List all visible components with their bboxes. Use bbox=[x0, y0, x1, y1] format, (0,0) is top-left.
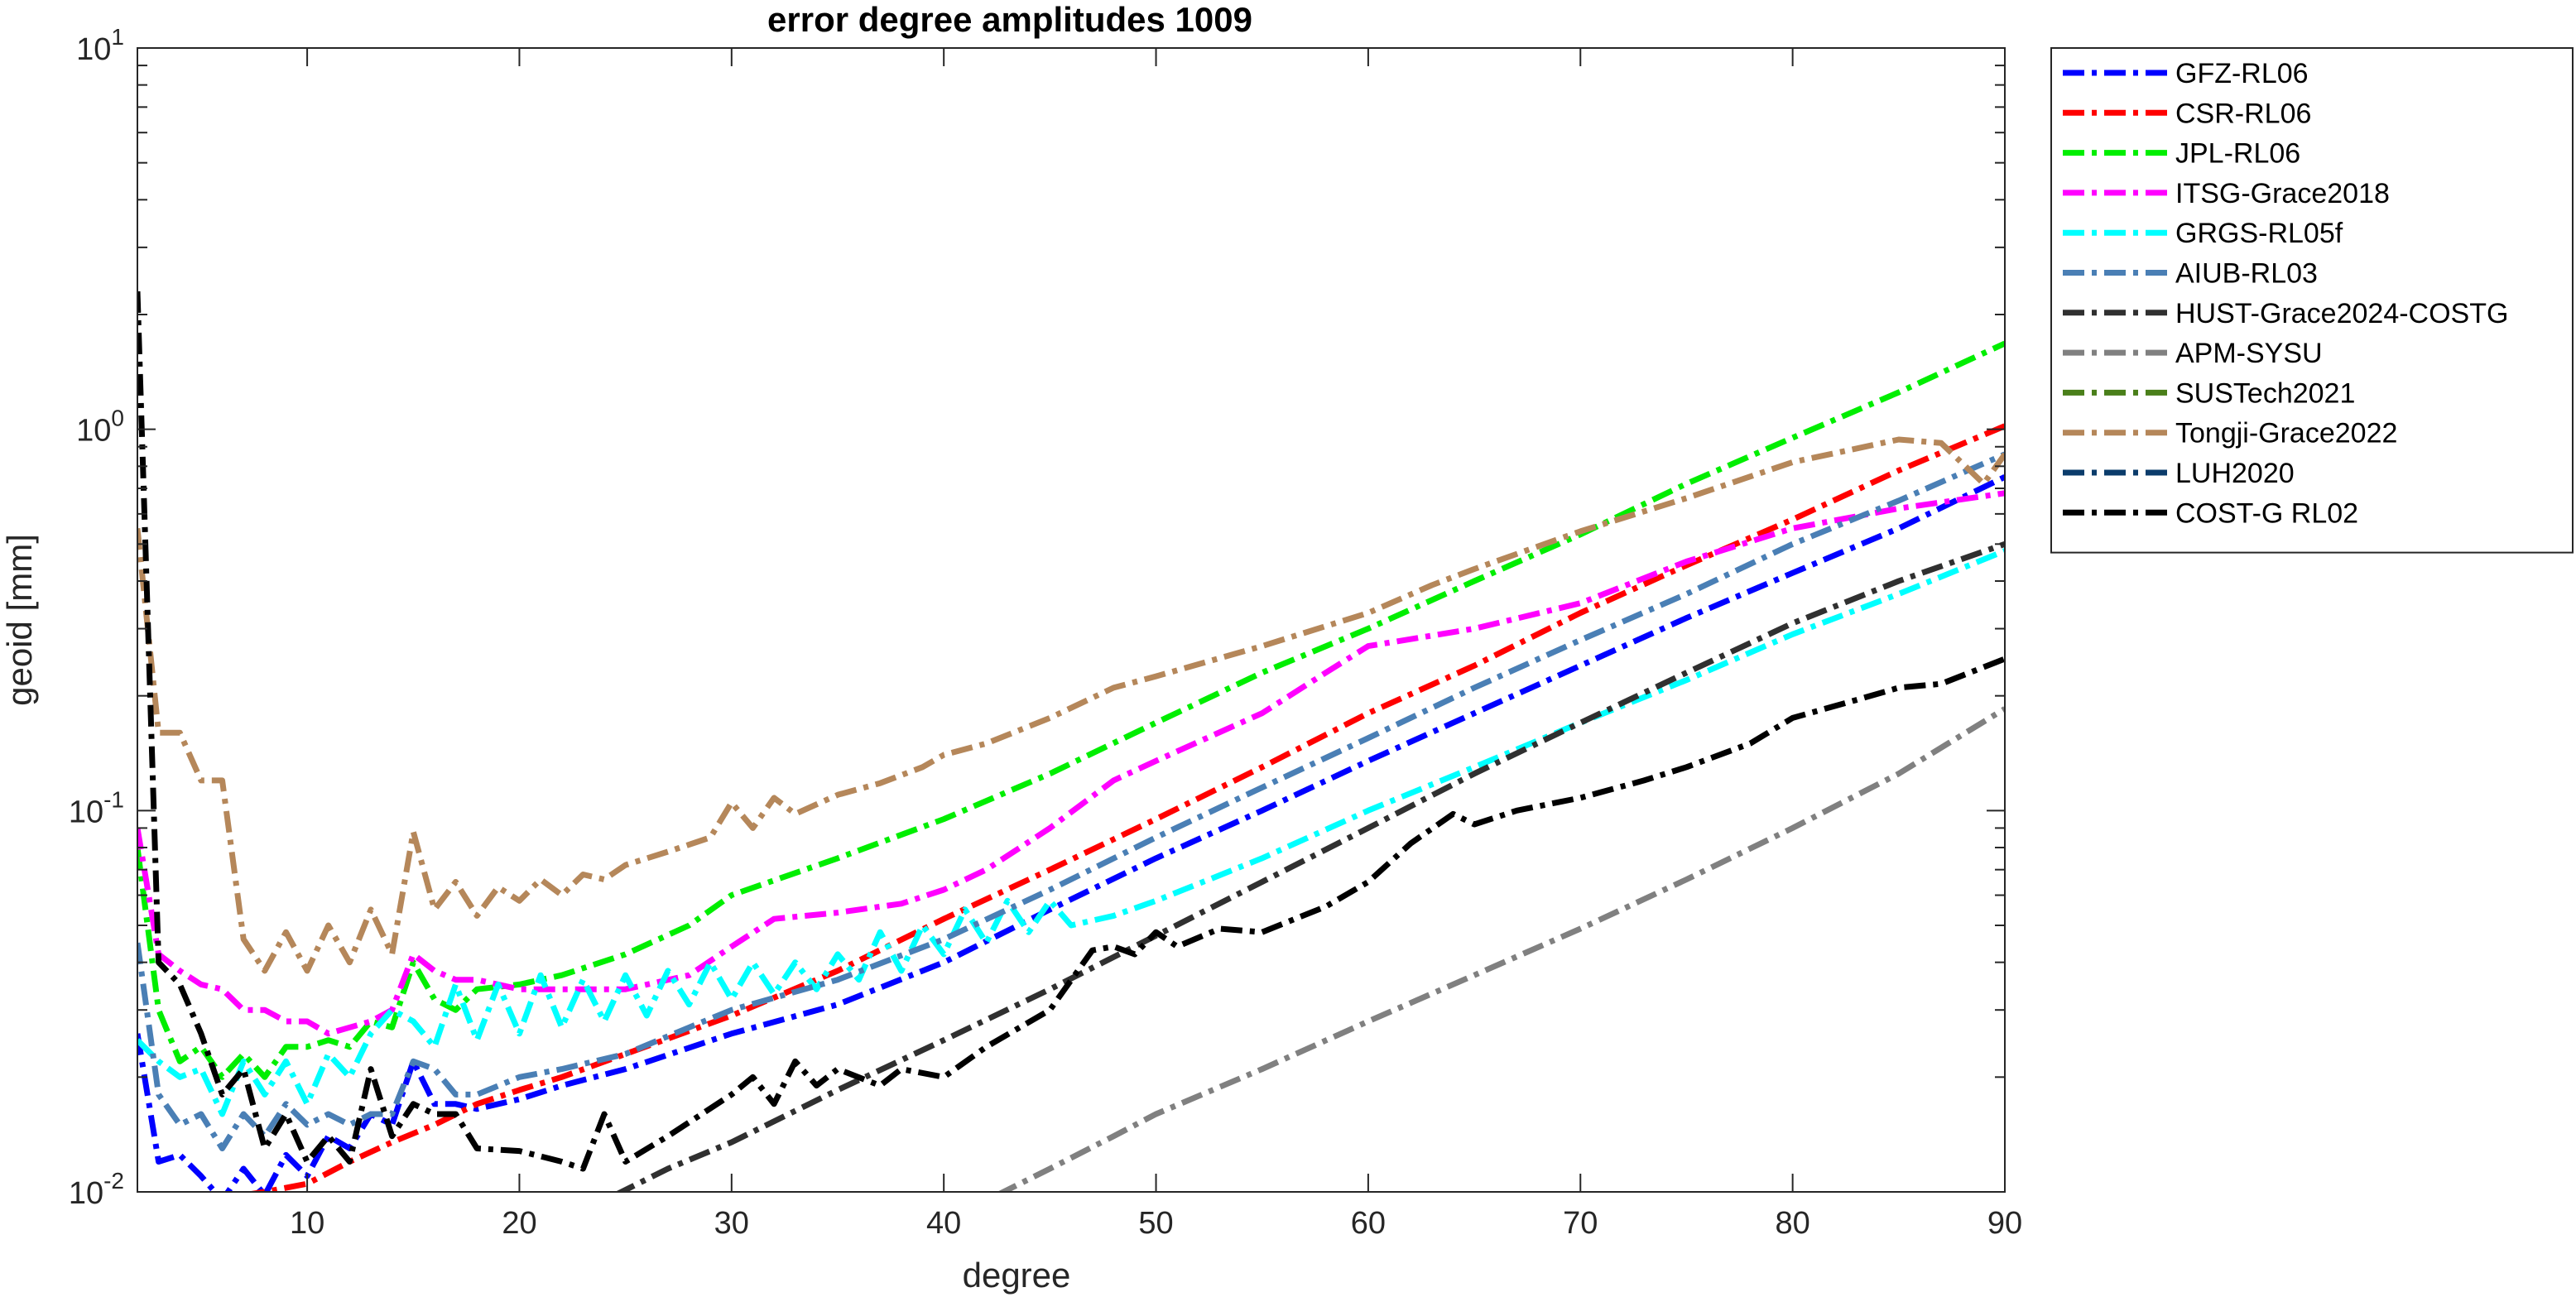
x-tick-label: 80 bbox=[1775, 1206, 1809, 1241]
x-tick-label: 30 bbox=[714, 1206, 749, 1241]
x-tick-label: 40 bbox=[926, 1206, 961, 1241]
chart-title: error degree amplitudes 1009 bbox=[767, 0, 1252, 39]
series-line-9 bbox=[137, 436, 2005, 974]
legend-entry: GFZ-RL06 bbox=[2175, 58, 2309, 89]
series-line-0 bbox=[137, 474, 2005, 1192]
plot-area bbox=[137, 291, 2005, 1192]
x-tick-label: 60 bbox=[1351, 1206, 1386, 1241]
legend-entry: SUSTech2021 bbox=[2175, 377, 2355, 409]
x-tick-label: 50 bbox=[1138, 1206, 1173, 1241]
x-axis: 10 20 30 40 50 60 70 80 90 bbox=[290, 48, 2022, 1241]
series-line-5 bbox=[137, 451, 2005, 1151]
series-line-3 bbox=[137, 490, 2005, 1037]
plot-frame bbox=[137, 47, 2006, 1193]
legend-box bbox=[2050, 47, 2574, 554]
y-axis: 10-2 10-1 100 101 bbox=[69, 24, 2005, 1211]
x-tick-label: 70 bbox=[1563, 1206, 1598, 1241]
series-line-11 bbox=[137, 291, 2005, 1172]
y-axis-label: geoid [mm] bbox=[0, 534, 39, 706]
legend-entry: LUH2020 bbox=[2175, 458, 2295, 489]
series-line-6 bbox=[614, 540, 2005, 1192]
series-line-4 bbox=[137, 548, 2005, 1117]
legend: GFZ-RL06 CSR-RL06 JPL-RL06 ITSG-Grace2018 GR… bbox=[2050, 47, 2574, 554]
y-tick-label: 10-1 bbox=[69, 786, 124, 829]
legend-entry: APM-SYSU bbox=[2175, 338, 2323, 369]
legend-entry: ITSG-Grace2018 bbox=[2175, 178, 2390, 209]
legend-entry: Tongji-Grace2022 bbox=[2175, 418, 2397, 449]
x-tick-label: 20 bbox=[502, 1206, 536, 1241]
y-tick-label: 10-2 bbox=[69, 1168, 124, 1211]
legend-entry: GRGS-RL05f bbox=[2175, 218, 2343, 249]
legend-entry: JPL-RL06 bbox=[2175, 138, 2300, 170]
legend-entry: COST-G RL02 bbox=[2175, 497, 2358, 529]
series-line-7 bbox=[997, 706, 2005, 1192]
legend-entry: HUST-Grace2024-COSTG bbox=[2175, 298, 2508, 329]
y-tick-label: 100 bbox=[76, 406, 124, 449]
legend-entry: AIUB-RL03 bbox=[2175, 258, 2318, 290]
series-line-1 bbox=[246, 423, 2005, 1192]
legend-entry: CSR-RL06 bbox=[2175, 98, 2311, 129]
y-tick-label: 101 bbox=[76, 24, 124, 67]
x-axis-label: degree bbox=[963, 1256, 1071, 1295]
x-tick-label: 10 bbox=[290, 1206, 324, 1241]
x-tick-label: 90 bbox=[1987, 1206, 2022, 1241]
